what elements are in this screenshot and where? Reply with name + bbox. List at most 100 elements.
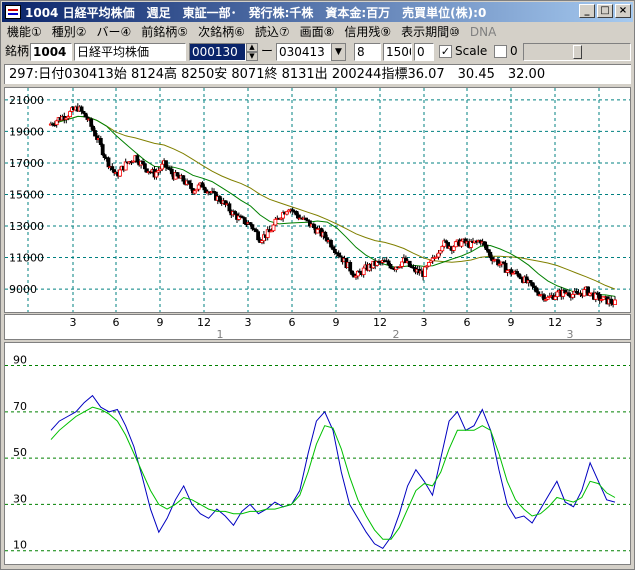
candle-down: [217, 196, 222, 202]
start-date-spin-up[interactable]: ▲: [246, 43, 258, 52]
start-date-input[interactable]: 000130: [189, 43, 246, 61]
candle-down: [250, 224, 255, 230]
candle-up: [66, 116, 71, 119]
end-date-input[interactable]: 030413: [276, 43, 331, 61]
time-tick-label: 12: [197, 316, 211, 329]
candle-up: [555, 291, 560, 297]
candle-down: [534, 287, 539, 293]
scale-checkbox[interactable]: ✓: [439, 45, 452, 58]
title-bar[interactable]: 1004 日経平均株価 週足 東証一部･ 発行株:千株 資本金:百万 売買単位(…: [2, 2, 633, 22]
candle-down: [256, 231, 261, 241]
time-tick-label: 9: [333, 316, 340, 329]
maximize-button[interactable]: □: [597, 4, 613, 18]
candle-up: [196, 184, 201, 190]
start-date-spin-down[interactable]: ▼: [246, 52, 258, 61]
candle-up: [599, 298, 604, 301]
time-tick-label: 6: [113, 316, 120, 329]
candle-down: [515, 271, 520, 275]
menu-function[interactable]: 機能①: [7, 25, 42, 39]
oscillator-tick-label: 10: [13, 539, 27, 552]
candle-down: [294, 211, 299, 216]
candle-down: [517, 273, 521, 278]
candle-down: [536, 291, 541, 296]
candle-down: [164, 160, 168, 168]
year-label: 2: [393, 328, 400, 339]
time-axis: 3 6 9 12 3 6 9 12 3 6 9 12 31 2 3: [70, 316, 603, 339]
candle-up: [123, 161, 128, 171]
time-tick-label: 3: [70, 316, 77, 329]
menu-next-stock[interactable]: 次銘柄⑥: [198, 25, 245, 39]
candle-down: [79, 106, 84, 112]
end-date-dropdown-icon[interactable]: ▼: [331, 43, 346, 61]
candle-down: [530, 282, 535, 287]
scroll-slider[interactable]: [523, 43, 631, 61]
candle-up: [361, 267, 366, 276]
menu-bar: 機能① 種別② バー④ 前銘柄⑤ 次銘柄⑥ 読込⑦ 画面⑧ 信用残⑨ 表示期間⑩…: [2, 22, 633, 41]
menu-load[interactable]: 読込⑦: [254, 25, 290, 39]
menu-screen[interactable]: 画面⑧: [299, 25, 335, 39]
candle-down: [91, 126, 95, 131]
candle-down: [484, 244, 489, 250]
menu-prev-stock[interactable]: 前銘柄⑤: [141, 25, 189, 39]
info-bar: 297:日付030413始 8124高 8250安 8071終 8131出 20…: [4, 64, 631, 84]
candle-down: [488, 251, 493, 259]
menu-type[interactable]: 種別②: [51, 25, 87, 39]
candle-down: [350, 270, 355, 275]
code-input[interactable]: 1004: [30, 43, 72, 61]
param-c-input[interactable]: 0: [414, 43, 434, 61]
price-tick-label: 21000: [9, 94, 44, 107]
menu-bar-style[interactable]: バー④: [96, 25, 132, 39]
candle-up: [459, 240, 464, 247]
app-icon[interactable]: [5, 5, 21, 19]
candle-up: [160, 163, 165, 170]
time-axis-panel: 3 6 9 12 3 6 9 12 3 6 9 12 3 1 2 3: [4, 314, 631, 340]
candle-down: [135, 155, 140, 163]
candle-up: [453, 241, 458, 248]
candle-down: [242, 217, 247, 225]
time-tick-label: 12: [548, 316, 562, 329]
candle-down: [542, 294, 546, 301]
menu-display-period[interactable]: 表示期間⑩: [401, 25, 460, 39]
param-b-input[interactable]: 1500: [383, 43, 412, 61]
minimize-button[interactable]: _: [579, 4, 595, 18]
scale-label: Scale: [455, 44, 488, 58]
close-button[interactable]: ×: [615, 4, 631, 18]
candle-up: [400, 261, 404, 267]
price-tick-label: 19000: [9, 125, 44, 138]
time-tick-label: 3: [421, 316, 428, 329]
param-a-input[interactable]: 8: [354, 43, 381, 61]
candle-up: [436, 252, 441, 258]
oscillator-tick-label: 50: [13, 446, 27, 459]
candle-down: [528, 280, 533, 284]
candle-up: [273, 218, 278, 226]
code-label: 銘柄: [5, 44, 30, 58]
candle-down: [202, 186, 207, 191]
slider-thumb[interactable]: [573, 45, 582, 59]
candle-down: [83, 112, 88, 118]
candle-down: [181, 175, 186, 182]
candle-down: [144, 168, 149, 173]
candle-down: [110, 166, 115, 170]
candle-down: [586, 286, 590, 296]
oscillator-chart: 10 30 50 70 90: [5, 354, 630, 552]
candle-down: [386, 260, 391, 265]
price-tick-label: 11000: [9, 252, 44, 265]
candle-up: [284, 211, 289, 215]
menu-margin[interactable]: 信用残⑨: [344, 25, 392, 39]
price-chart-panel[interactable]: 9000 11000 13000 15000 17000 19000 21000: [4, 87, 631, 313]
option-checkbox[interactable]: [494, 45, 507, 58]
oscillator-chart-panel[interactable]: 10 30 50 70 90: [4, 342, 631, 565]
candle-down: [227, 203, 232, 212]
candle-up: [271, 224, 276, 232]
candle-up: [54, 120, 59, 126]
moving-average-long-line: [48, 115, 616, 290]
candle-up: [582, 289, 587, 297]
price-tick-label: 17000: [9, 157, 44, 170]
candle-up: [451, 246, 456, 251]
candle-up: [118, 169, 122, 177]
name-input[interactable]: 日経平均株価: [74, 43, 186, 61]
candle-down: [567, 292, 571, 297]
price-tick-label: 13000: [9, 220, 44, 233]
year-label: 3: [567, 328, 574, 339]
candle-up: [426, 261, 431, 267]
